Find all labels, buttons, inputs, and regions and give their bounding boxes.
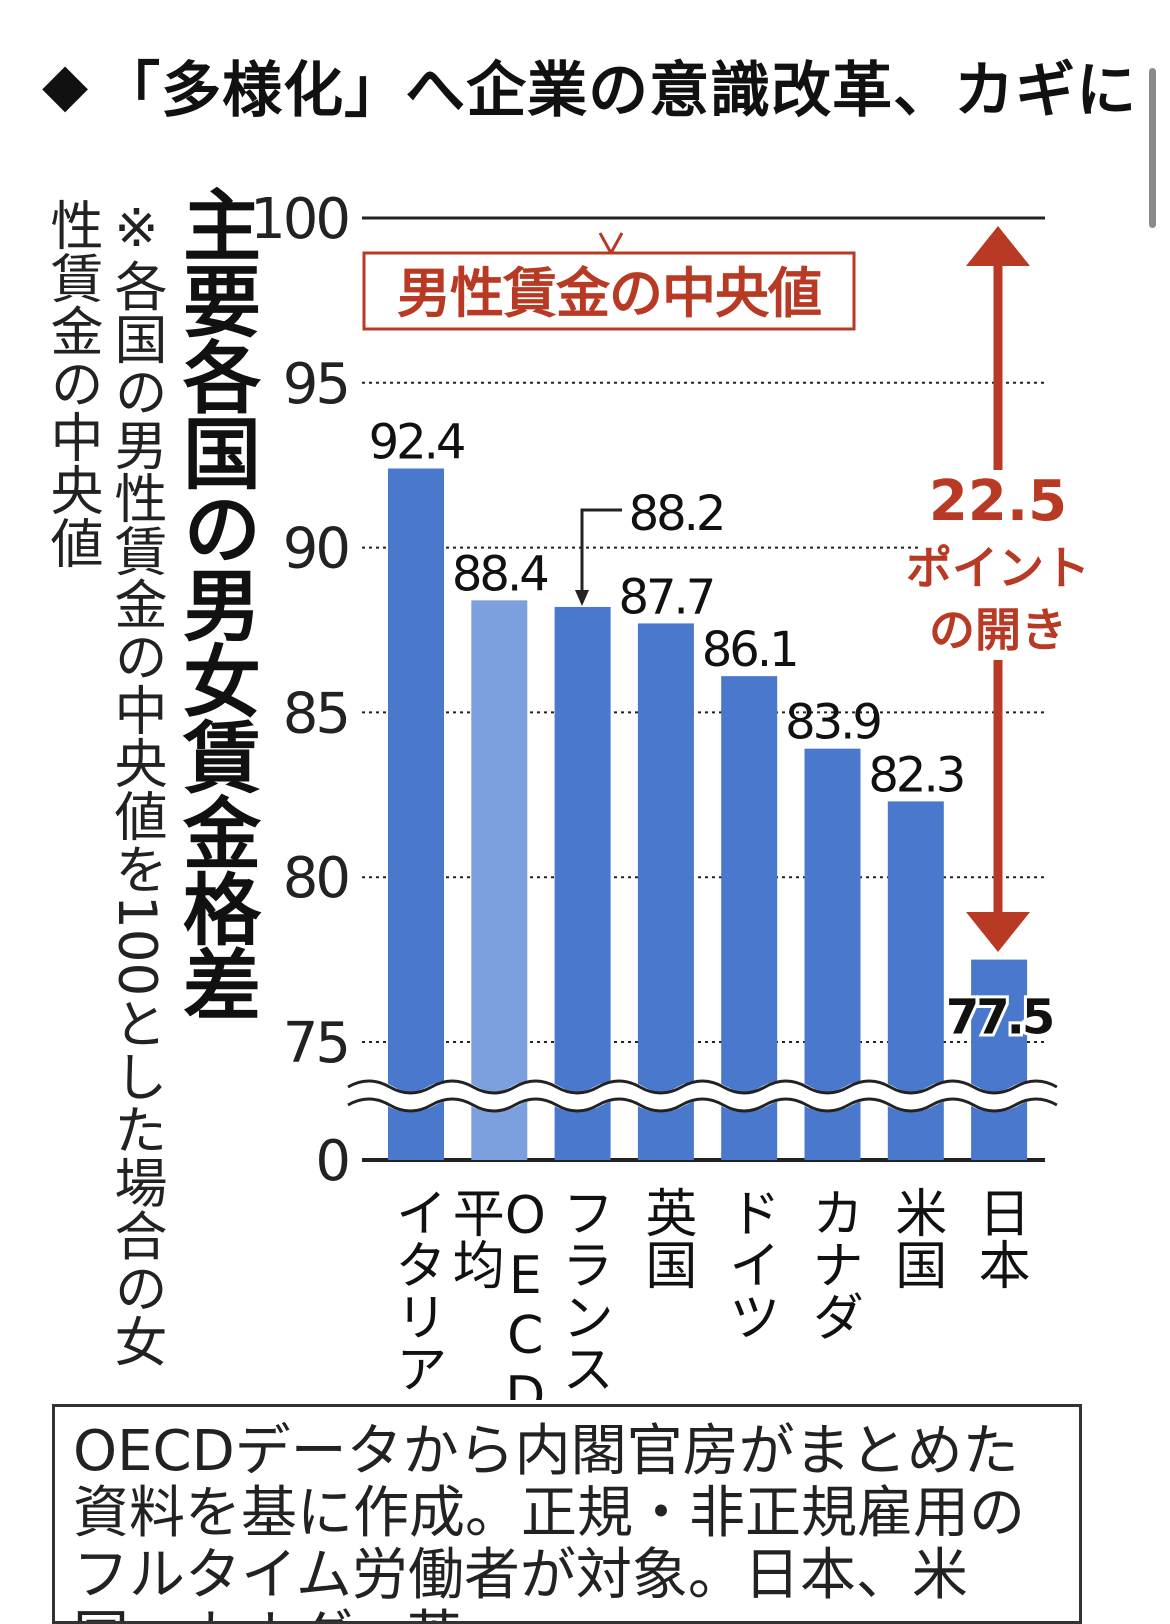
bars: [388, 468, 1028, 1161]
data-labels: 92.4 88.4 88.2 87.786.1 83.982.3 77.5: [369, 414, 1059, 1048]
arrow-down-icon: [966, 912, 1030, 952]
scrollbar[interactable]: [1149, 68, 1156, 228]
gap-suffix: の開き: [929, 603, 1067, 657]
pointer-arrow-icon: [575, 590, 589, 606]
source-note: OECDデータから内閣官房がまとめた資料を基に作成。正規・非正規雇用のフルタイム…: [52, 1404, 1082, 1624]
category-label: 平均: [443, 1186, 503, 1290]
headline-text: 「多様化」へ企業の意識改革、カギに: [100, 55, 1138, 126]
data-label: 87.7: [618, 569, 713, 625]
y-tick-label: 0: [315, 1129, 348, 1194]
axis-break: [343, 1079, 1062, 1113]
chart-title: 主要各国の男女賃金格差: [170, 185, 260, 1021]
axis-break-line: [347, 1079, 1058, 1095]
gap-value: 22.5: [929, 469, 1067, 534]
bar: [554, 606, 611, 1160]
data-label: 88.4: [452, 546, 547, 602]
reference-label: 男性賃金の中央値: [397, 262, 821, 325]
y-tick-label: 85: [283, 681, 348, 746]
gap-unit: ポイント: [906, 541, 1090, 595]
bar: [721, 676, 778, 1160]
y-axis-ticks: 100 95 90 85 80 75 0: [250, 187, 351, 1194]
pointer-88-2: [575, 508, 622, 606]
data-label: 82.3: [868, 747, 963, 803]
category-label: フランス: [553, 1186, 613, 1394]
axis-break-gap: [343, 1080, 1062, 1112]
category-label: カナダ: [803, 1186, 863, 1342]
reference-callout: 男性賃金の中央値: [362, 232, 856, 331]
headline: ◆ 「多様化」へ企業の意識改革、カギに: [42, 40, 1136, 130]
data-label: 86.1: [702, 622, 797, 678]
category-label: イタリア: [386, 1186, 446, 1394]
data-label: 83.9: [785, 695, 880, 751]
data-label: 92.4: [369, 414, 464, 470]
bar: [471, 600, 528, 1160]
bar: [388, 468, 444, 1161]
y-tick-label: 75: [283, 1011, 348, 1076]
category-label: 米国: [886, 1186, 946, 1290]
reference-label-box: [362, 251, 856, 331]
axis-break-line: [347, 1097, 1058, 1113]
chart-note: ※各国の男性賃金の中央値を100とした場合の女性賃金の中央値: [42, 198, 167, 1368]
gap-label: 22.5 ポイント の開き: [902, 465, 1094, 661]
category-label: 英国: [636, 1186, 696, 1290]
bar-chart: 100 95 90 85 80 75 0 92.4 88.4 88.2 87.786.1 83.98…: [250, 187, 1094, 1400]
y-tick-label: 95: [283, 352, 348, 417]
data-label: 88.2: [629, 486, 724, 542]
gap-arrow: [922, 226, 1084, 952]
y-tick-label: 100: [250, 187, 348, 252]
diamond-icon: ◆: [42, 50, 89, 120]
y-tick-label: 80: [283, 846, 348, 911]
category-label: 日本: [969, 1186, 1029, 1290]
bar: [637, 623, 694, 1160]
category-label: OECD: [495, 1186, 555, 1400]
data-label: 77.5: [946, 990, 1053, 1046]
category-label: ドイツ: [719, 1186, 779, 1342]
bar: [971, 959, 1028, 1160]
arrow-up-icon: [966, 226, 1030, 266]
y-tick-label: 90: [283, 517, 348, 582]
